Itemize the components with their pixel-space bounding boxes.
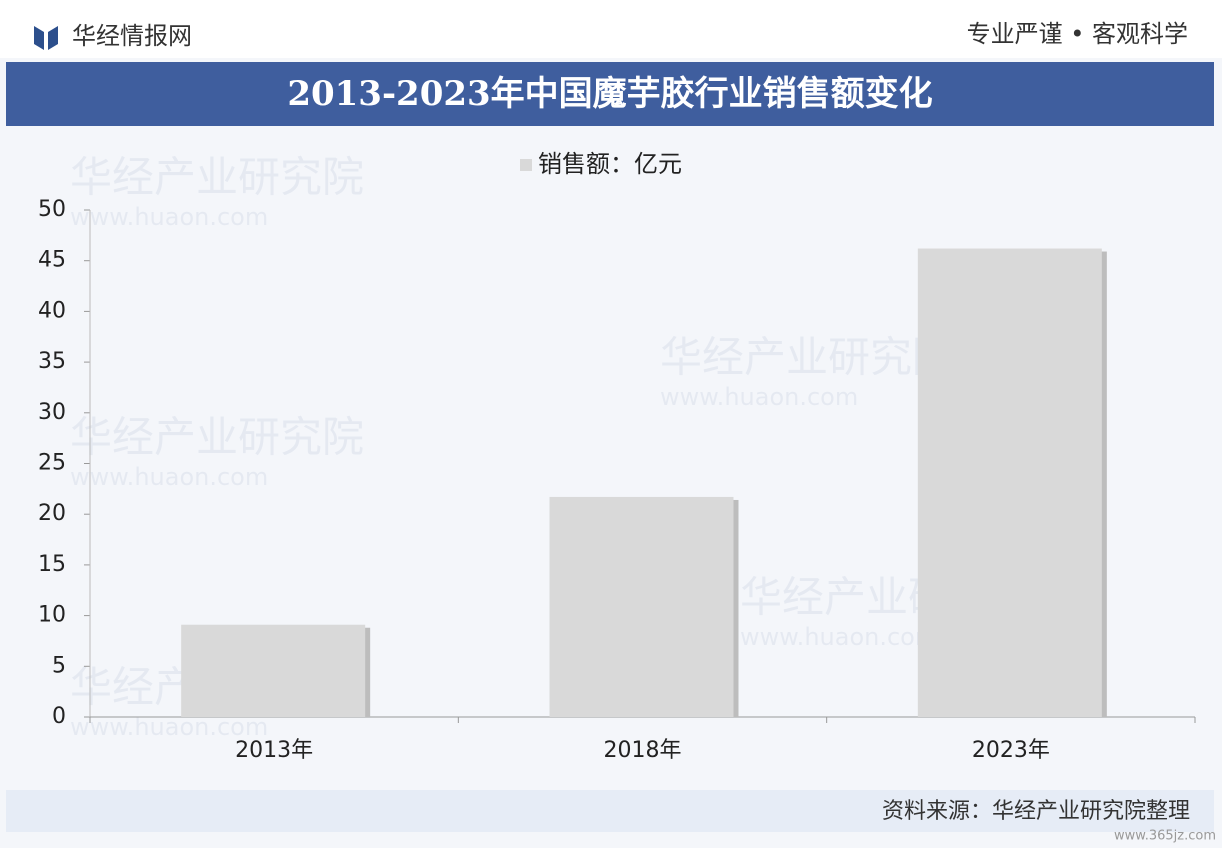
y-tick-label: 5 — [52, 653, 66, 678]
bar — [549, 496, 734, 717]
title-band — [6, 62, 1214, 126]
bar — [181, 624, 366, 717]
watermark-url: www.huaon.com — [70, 463, 268, 491]
footer-band — [6, 790, 1214, 832]
logo — [48, 26, 58, 50]
watermark-name: 华经产业研究院 — [660, 333, 954, 382]
site-watermark: www.365jz.com — [1114, 829, 1216, 844]
logo — [34, 26, 44, 50]
watermark-url: www.huaon.com — [740, 623, 938, 651]
watermark-name: 华经产业研究院 — [70, 153, 364, 202]
plot: 0 5 10 15 20 25 30 35 40 45 50 销售额：亿元 2013年 2018年 2023… — [38, 150, 1196, 763]
y-tick-label: 15 — [38, 552, 66, 577]
source: 资料来源：华经产业研究院整理 — [882, 799, 1190, 824]
y-tick-label: 45 — [38, 248, 66, 273]
y-tick-label: 40 — [38, 298, 66, 323]
y-tick-label: 35 — [38, 349, 66, 374]
y-tick-label: 50 — [38, 197, 66, 222]
header-bar — [0, 0, 1222, 58]
legend-label: 销售额：亿元 — [538, 150, 682, 178]
watermark-url: www.huaon.com — [70, 203, 268, 231]
y-tick-label: 30 — [38, 400, 66, 425]
watermark-url: www.huaon.com — [660, 383, 858, 411]
x-tick-label: 2023年 — [972, 738, 1050, 763]
brand: 华经情报网 — [72, 22, 192, 50]
watermark-name: 华经产业研究院 — [70, 413, 364, 462]
chart-title: 2013-2023年中国魔芋胶行业销售额变化 — [287, 74, 932, 114]
x-tick-label: 2013年 — [235, 738, 313, 763]
slogan: 专业严谨 • 客观科学 — [967, 20, 1188, 48]
x-tick-label: 2018年 — [604, 738, 682, 763]
y-tick-label: 25 — [38, 451, 66, 476]
y-tick-label: 20 — [38, 501, 66, 526]
legend-swatch — [520, 159, 532, 171]
y-tick-label: 0 — [52, 704, 66, 729]
bar — [917, 248, 1102, 718]
watermark-url: www.huaon.com — [70, 713, 268, 741]
y-tick-label: 10 — [38, 603, 66, 628]
